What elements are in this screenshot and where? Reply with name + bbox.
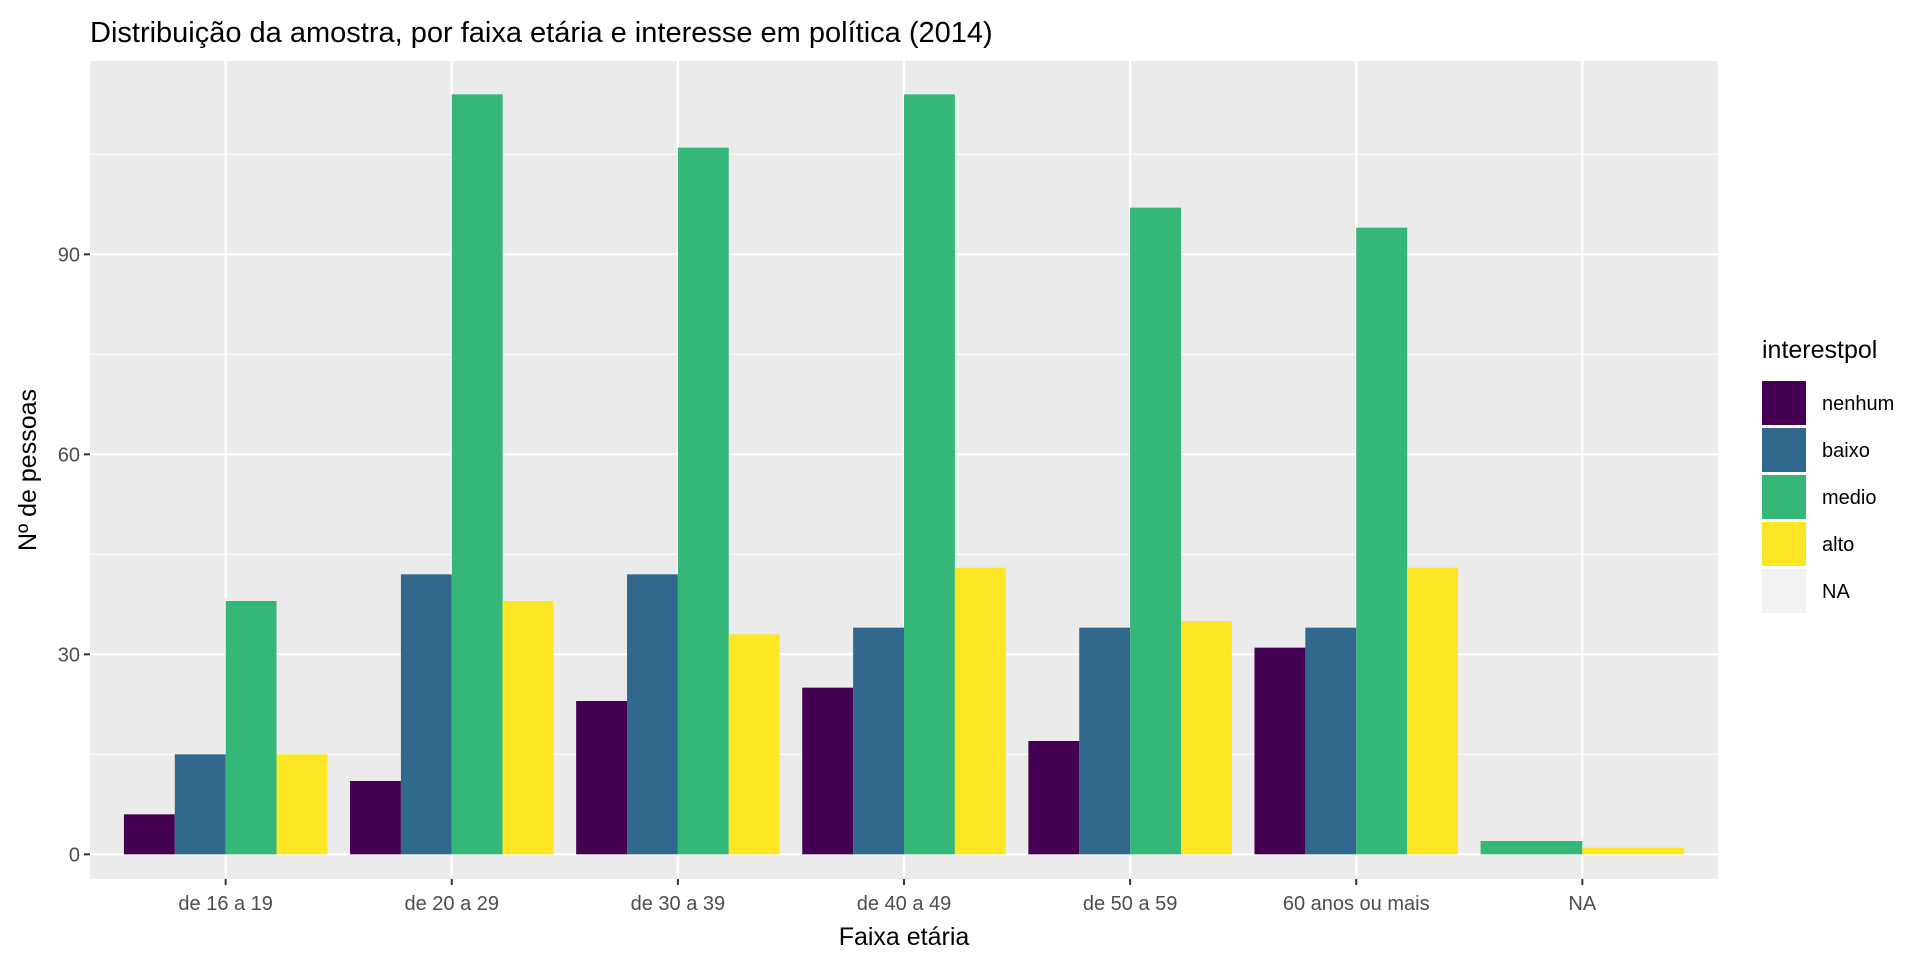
legend-label: NA [1822,581,1850,603]
legend-label: baixo [1822,440,1870,462]
x-tick-label: de 16 a 19 [178,893,273,915]
y-tick-label: 30 [58,644,80,666]
bar-nenhum [576,701,628,855]
legend-key-nenhum [1762,381,1806,425]
y-tick-label: 0 [69,844,80,866]
bar-medio [225,601,277,855]
x-tick-label: de 40 a 49 [857,893,952,915]
x-axis-title: Faixa etária [839,923,970,951]
bar-baixo [1079,627,1131,855]
legend-label: nenhum [1822,393,1894,415]
x-tick-label: de 20 a 29 [405,893,500,915]
bar-nenhum [350,781,401,855]
legend-key-baixo [1762,428,1806,472]
x-tick-label: de 30 a 39 [631,893,726,915]
legend-title: interestpol [1762,336,1877,364]
bar-alto [728,634,780,855]
bar-baixo [174,754,226,855]
x-axis: de 16 a 19 de 20 a 29 de 30 a 39 de 40 a 49… [178,879,1597,915]
y-axis: 0 30 60 90 [58,244,90,866]
bar-baixo [400,574,452,855]
x-tick-label: NA [1568,893,1596,915]
x-tick-label: 60 anos ou mais [1283,893,1430,915]
bar-baixo [627,574,678,855]
bar-alto [1582,847,1685,855]
legend-label: alto [1822,534,1854,556]
bar-nenhum [802,687,854,855]
bar-medio [904,94,955,855]
bar-alto [502,601,554,855]
bar-alto [276,754,328,855]
bar-baixo [853,627,904,855]
bar-medio [1130,207,1181,855]
legend-key-alto [1762,522,1806,566]
bar-nenhum [123,814,175,855]
bar-medio [677,147,729,855]
legend: interestpol nenhum baixo medio alto NA [1762,336,1894,613]
y-tick-label: 60 [58,444,80,466]
bar-baixo [1305,627,1357,855]
bar-alto [1407,567,1458,855]
bar-alto [954,567,1006,855]
y-axis-title: Nº de pessoas [14,389,42,551]
bar-medio [451,94,503,855]
bar-medio [1356,227,1408,855]
bar-alto [1180,621,1232,855]
bars [123,94,1685,855]
legend-label: medio [1822,487,1876,509]
bar-medio [1480,841,1583,855]
bar-nenhum [1028,741,1080,855]
chart-title: Distribuição da amostra, por faixa etári… [90,17,993,49]
bar-nenhum [1254,647,1306,855]
legend-key-medio [1762,475,1806,519]
x-tick-label: de 50 a 59 [1083,893,1178,915]
legend-key-na [1762,569,1806,613]
y-tick-label: 90 [58,244,80,266]
